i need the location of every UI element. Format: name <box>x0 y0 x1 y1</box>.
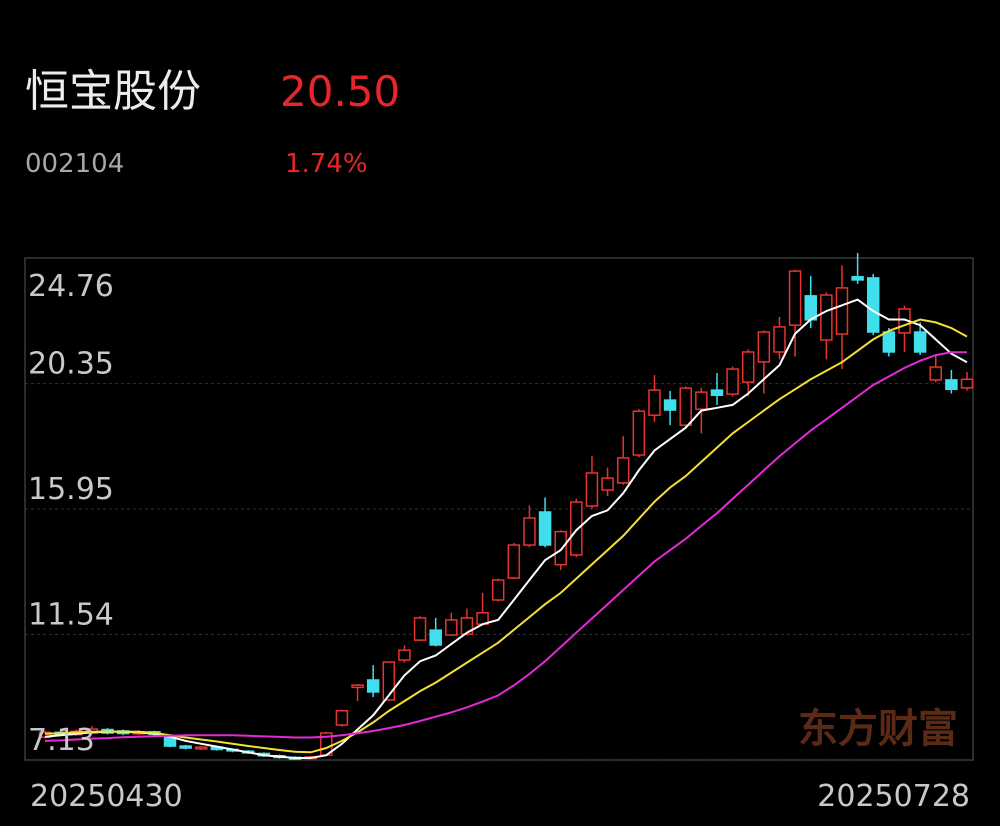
candle-body <box>866 277 880 333</box>
candle-body <box>773 326 786 353</box>
candle-body <box>663 399 677 411</box>
candle-body <box>351 684 364 689</box>
candle-body <box>851 276 864 281</box>
candle-body <box>179 745 192 749</box>
candle-body <box>804 295 817 321</box>
moving-average-line <box>44 318 968 754</box>
candle-body <box>601 477 614 491</box>
candle-body <box>741 351 755 383</box>
stock-price: 20.50 <box>280 67 400 116</box>
candle-body <box>445 619 458 636</box>
stock-code: 002104 <box>25 149 124 179</box>
candle-body <box>335 709 349 726</box>
candle-body <box>788 270 802 326</box>
candle-body <box>538 511 552 546</box>
x-tick-label: 20250430 <box>30 779 183 814</box>
watermark: 东方财富 <box>798 706 958 752</box>
candle-body <box>835 287 849 335</box>
candle-body <box>382 661 396 701</box>
candle-body <box>585 472 599 507</box>
candle-body <box>820 294 833 341</box>
candle-body <box>929 366 942 381</box>
plot <box>25 252 974 761</box>
candle-body <box>570 501 583 556</box>
candle-body <box>632 410 646 456</box>
candle-body <box>726 368 739 395</box>
candle-body <box>882 331 896 353</box>
y-tick-label: 7.13 <box>28 723 95 758</box>
candle-body <box>429 629 442 646</box>
candle-body <box>757 331 771 363</box>
candle-body <box>960 378 974 389</box>
moving-average-line <box>44 351 967 742</box>
moving-average-line <box>44 298 968 759</box>
candle-body <box>616 457 630 484</box>
candle-body <box>38 731 52 738</box>
y-tick-label: 20.35 <box>28 347 114 382</box>
candle-body <box>398 649 411 661</box>
candle-body <box>648 389 661 416</box>
price-change: 1.74% <box>285 149 368 179</box>
stock-name: 恒宝股份 <box>25 66 201 117</box>
candle-body <box>366 679 380 693</box>
candle-body <box>710 389 724 396</box>
y-tick-label: 15.95 <box>28 472 114 507</box>
candle-body <box>695 391 708 410</box>
candle-body <box>507 544 521 579</box>
x-tick-label: 20250728 <box>817 779 970 814</box>
candle-body <box>413 617 427 641</box>
candle-body <box>679 387 692 426</box>
candle-body <box>460 617 474 635</box>
y-tick-label: 24.76 <box>28 269 114 304</box>
candle-body <box>523 517 536 546</box>
candle-body <box>195 746 208 750</box>
candle-body <box>913 331 927 353</box>
candle-body <box>491 579 505 601</box>
candle-body <box>945 379 958 391</box>
candle-body <box>554 530 567 566</box>
y-tick-label: 11.54 <box>28 597 114 632</box>
